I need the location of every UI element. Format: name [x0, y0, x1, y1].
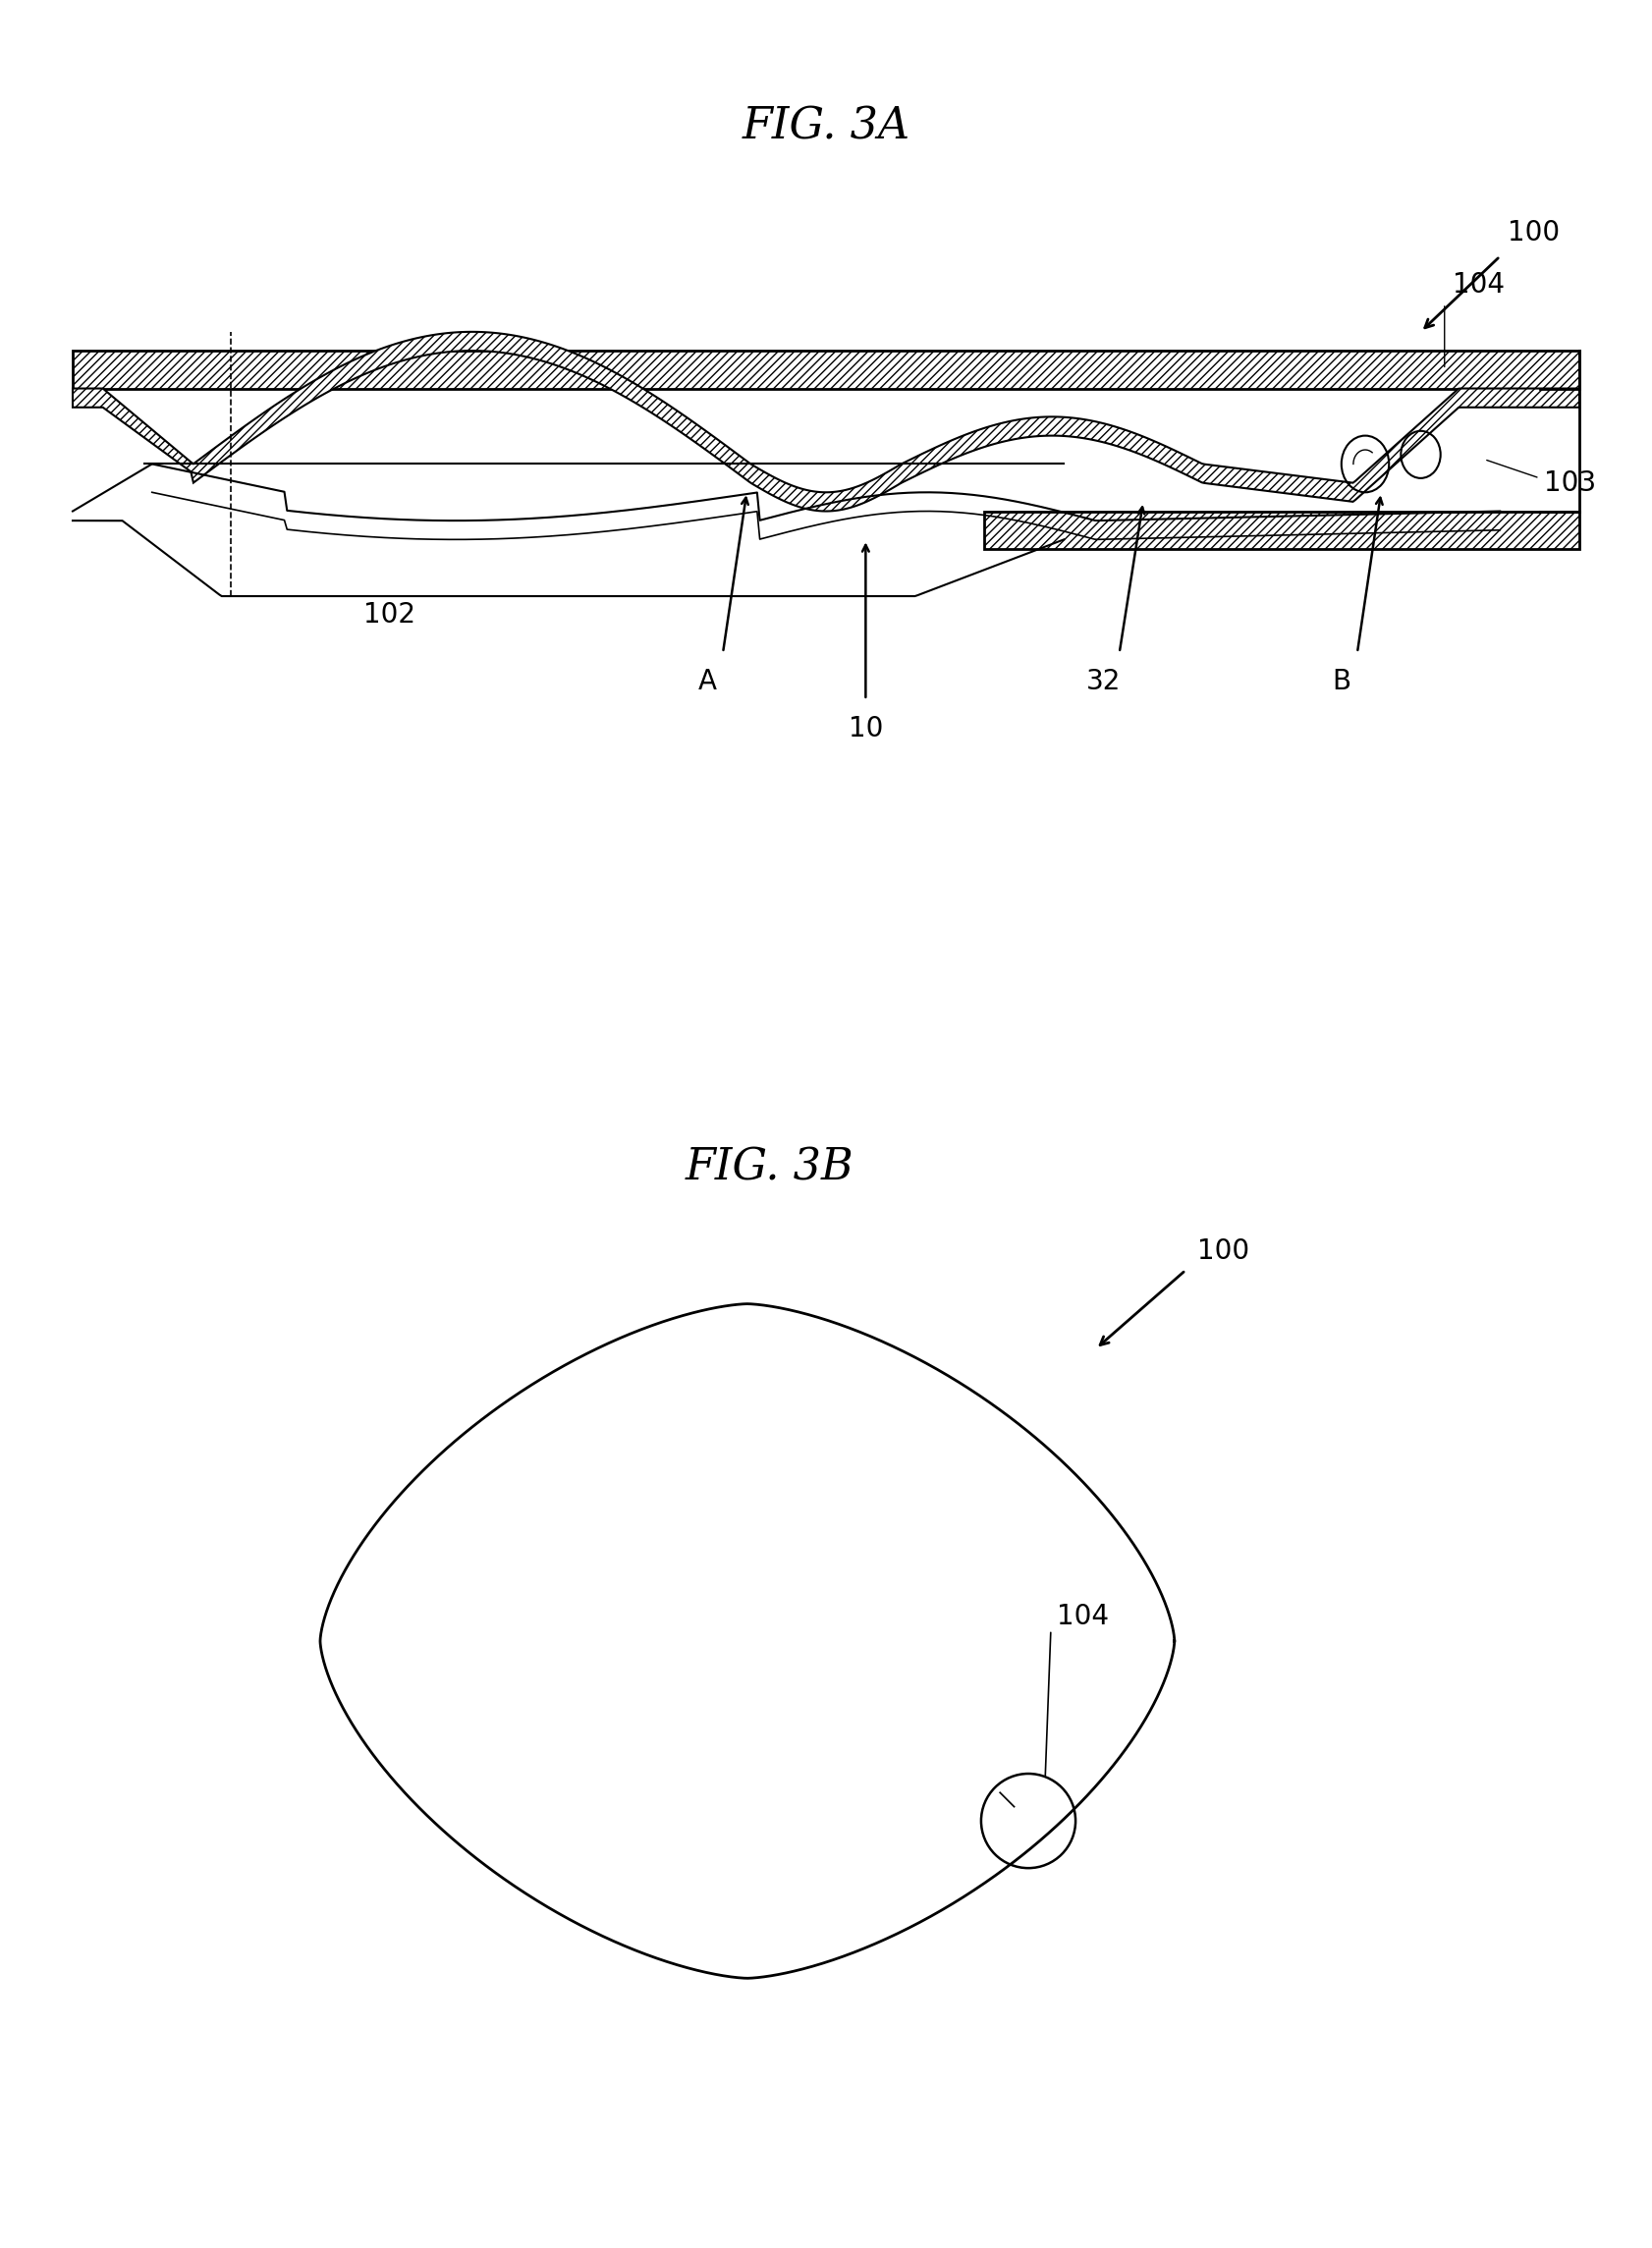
Text: FIG. 3A: FIG. 3A: [742, 106, 910, 148]
Text: FIG. 3B: FIG. 3B: [686, 1146, 854, 1189]
Text: 102: 102: [363, 600, 416, 629]
Text: 104: 104: [1452, 272, 1505, 299]
Text: B: B: [1332, 668, 1351, 695]
Text: A: A: [697, 668, 717, 695]
Text: 103: 103: [1543, 470, 1596, 497]
Polygon shape: [73, 351, 1579, 389]
Text: 104: 104: [1056, 1603, 1108, 1630]
Text: 32: 32: [1085, 668, 1122, 695]
Text: 100: 100: [1198, 1236, 1249, 1263]
Polygon shape: [73, 333, 1579, 510]
Text: 100: 100: [1508, 220, 1559, 247]
Polygon shape: [985, 510, 1579, 549]
Text: 10: 10: [847, 715, 884, 742]
